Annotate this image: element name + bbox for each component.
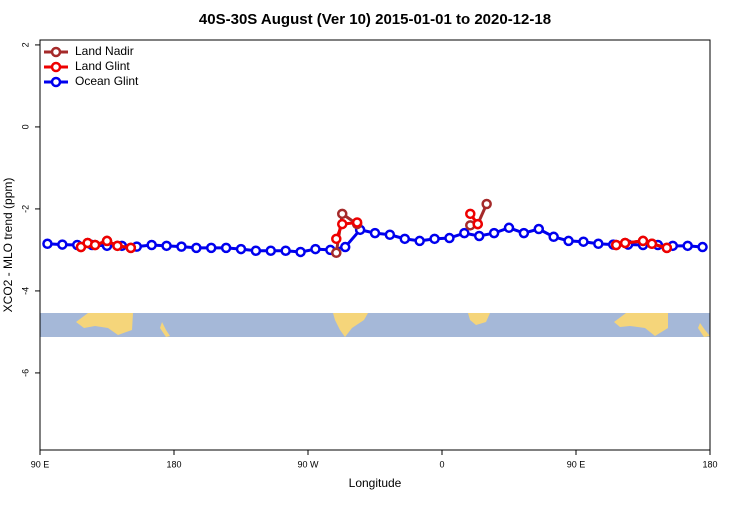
- data-point: [697, 241, 708, 253]
- data-point: [414, 235, 425, 247]
- x-tick-label: 90 W: [297, 459, 319, 469]
- data-point: [280, 245, 291, 256]
- data-point: [339, 241, 351, 253]
- y-tick-label: -2: [20, 205, 30, 213]
- data-point: [472, 218, 483, 230]
- data-point: [331, 233, 342, 245]
- data-point: [57, 239, 68, 250]
- data-point: [488, 227, 500, 239]
- y-axis-label: XCO2 - MLO trend (ppm): [1, 178, 15, 313]
- data-point: [250, 245, 262, 256]
- data-point: [548, 231, 559, 243]
- data-point: [176, 241, 187, 252]
- data-point: [661, 242, 673, 254]
- data-point: [205, 242, 217, 254]
- data-point: [429, 233, 440, 245]
- plot-frame: [39, 39, 711, 451]
- y-tick-label: 0: [20, 124, 30, 129]
- data-point: [682, 240, 693, 252]
- data-point: [563, 235, 574, 247]
- legend-label: Ocean Glint: [75, 74, 139, 88]
- legend-marker: [50, 76, 62, 88]
- data-point: [399, 233, 411, 245]
- legend-marker: [50, 61, 62, 73]
- data-point: [459, 227, 470, 239]
- data-point: [518, 227, 530, 239]
- data-point: [146, 239, 157, 251]
- data-point: [310, 243, 321, 255]
- data-point: [191, 242, 202, 254]
- data-point: [220, 242, 232, 254]
- data-point: [637, 235, 649, 247]
- data-point: [444, 232, 455, 244]
- x-tick-label: 180: [702, 459, 717, 469]
- data-point: [503, 222, 515, 234]
- y-tick-label: -4: [20, 287, 30, 295]
- legend-marker: [50, 46, 62, 58]
- x-tick-label: 90 E: [567, 459, 586, 469]
- data-point: [101, 235, 113, 247]
- x-tick-label: 180: [166, 459, 181, 469]
- data-point: [112, 240, 123, 252]
- data-point: [481, 198, 492, 210]
- y-tick-label: 2: [20, 42, 30, 47]
- data-point: [369, 227, 381, 239]
- map-strip: [40, 313, 710, 337]
- data-point: [578, 236, 589, 247]
- data-point: [235, 243, 247, 255]
- data-point: [384, 229, 396, 240]
- x-tick-label: 0: [439, 459, 444, 469]
- x-tick-label: 90 E: [31, 459, 50, 469]
- data-point: [265, 245, 277, 256]
- data-point: [473, 230, 485, 242]
- x-axis-label: Longitude: [349, 476, 402, 490]
- data-point: [593, 238, 604, 250]
- data-point: [89, 239, 101, 251]
- data-point: [465, 208, 476, 220]
- data-point: [331, 247, 342, 259]
- legend-label: Land Nadir: [75, 44, 134, 58]
- data-point: [161, 240, 172, 252]
- data-point: [646, 238, 658, 250]
- data-point: [533, 223, 545, 235]
- data-point: [125, 242, 137, 254]
- data-point: [42, 238, 53, 250]
- chart-title: 40S-30S August (Ver 10) 2015-01-01 to 20…: [199, 11, 551, 28]
- data-point: [336, 208, 348, 220]
- data-point: [619, 237, 631, 249]
- data-point: [336, 218, 348, 230]
- data-point: [295, 246, 306, 258]
- legend-label: Land Glint: [75, 59, 130, 73]
- y-tick-label: -6: [20, 369, 30, 377]
- data-point: [351, 217, 363, 228]
- data-point: [610, 239, 622, 251]
